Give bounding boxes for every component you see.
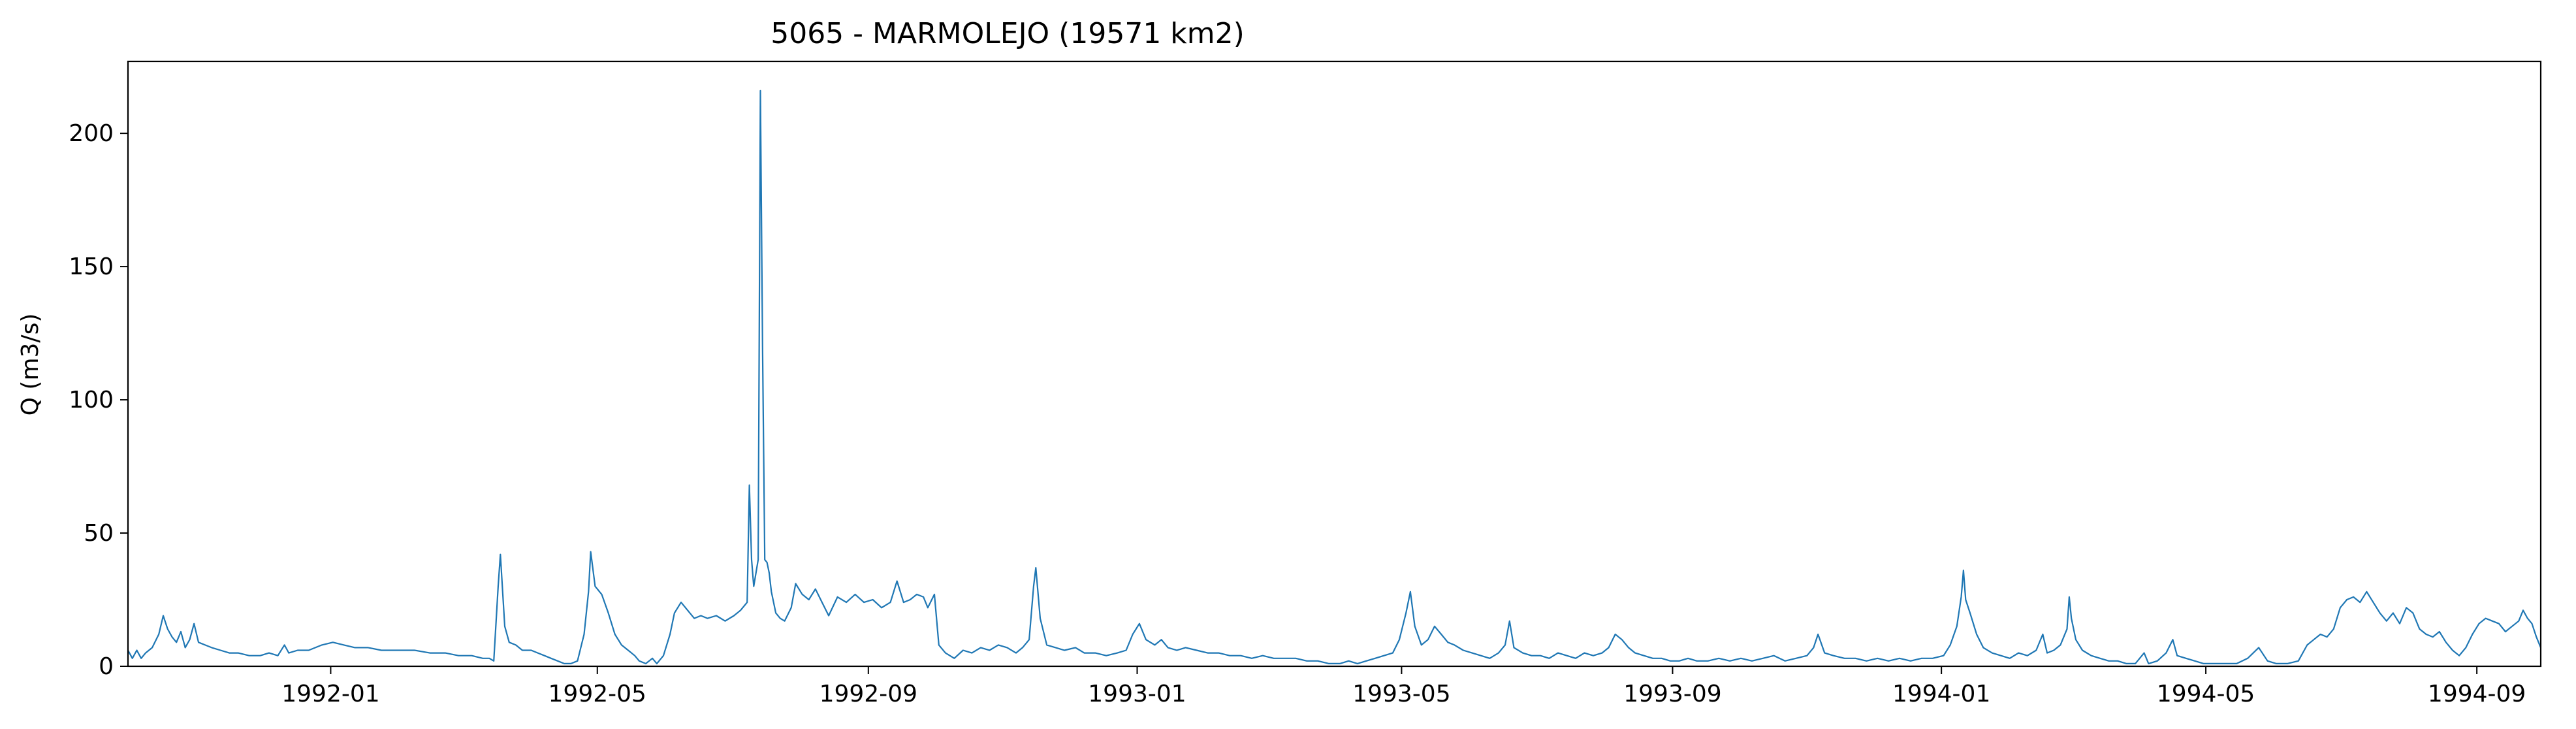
y-tick-label: 0 (99, 653, 114, 680)
y-tick-label: 50 (84, 520, 114, 547)
y-axis-ticks: 0 50 100 150 200 (69, 120, 128, 680)
x-tick-label: 1993-05 (1352, 681, 1450, 707)
x-tick-label: 1994-01 (1892, 681, 1990, 707)
x-tick-label: 1992-09 (819, 681, 917, 707)
x-axis-ticks: 1992-01 1992-05 1992-09 1993-01 1993-05 1993-… (281, 666, 2526, 707)
x-tick-label: 1994-05 (2157, 681, 2255, 707)
chart-title: 5065 - MARMOLEJO (19571 km2) (771, 17, 1245, 50)
x-tick-label: 1992-01 (281, 681, 379, 707)
y-tick-label: 100 (69, 387, 114, 413)
x-tick-label: 1993-09 (1623, 681, 1721, 707)
y-axis-label: Q (m3/s) (17, 314, 44, 416)
discharge-series-line (128, 89, 2541, 664)
y-tick-label: 200 (69, 120, 114, 147)
plot-area-frame (127, 60, 2542, 668)
x-tick-label: 1993-01 (1088, 681, 1186, 707)
x-tick-label: 1992-05 (549, 681, 646, 707)
x-tick-label: 1994-09 (2428, 681, 2526, 707)
y-tick-label: 150 (69, 253, 114, 280)
